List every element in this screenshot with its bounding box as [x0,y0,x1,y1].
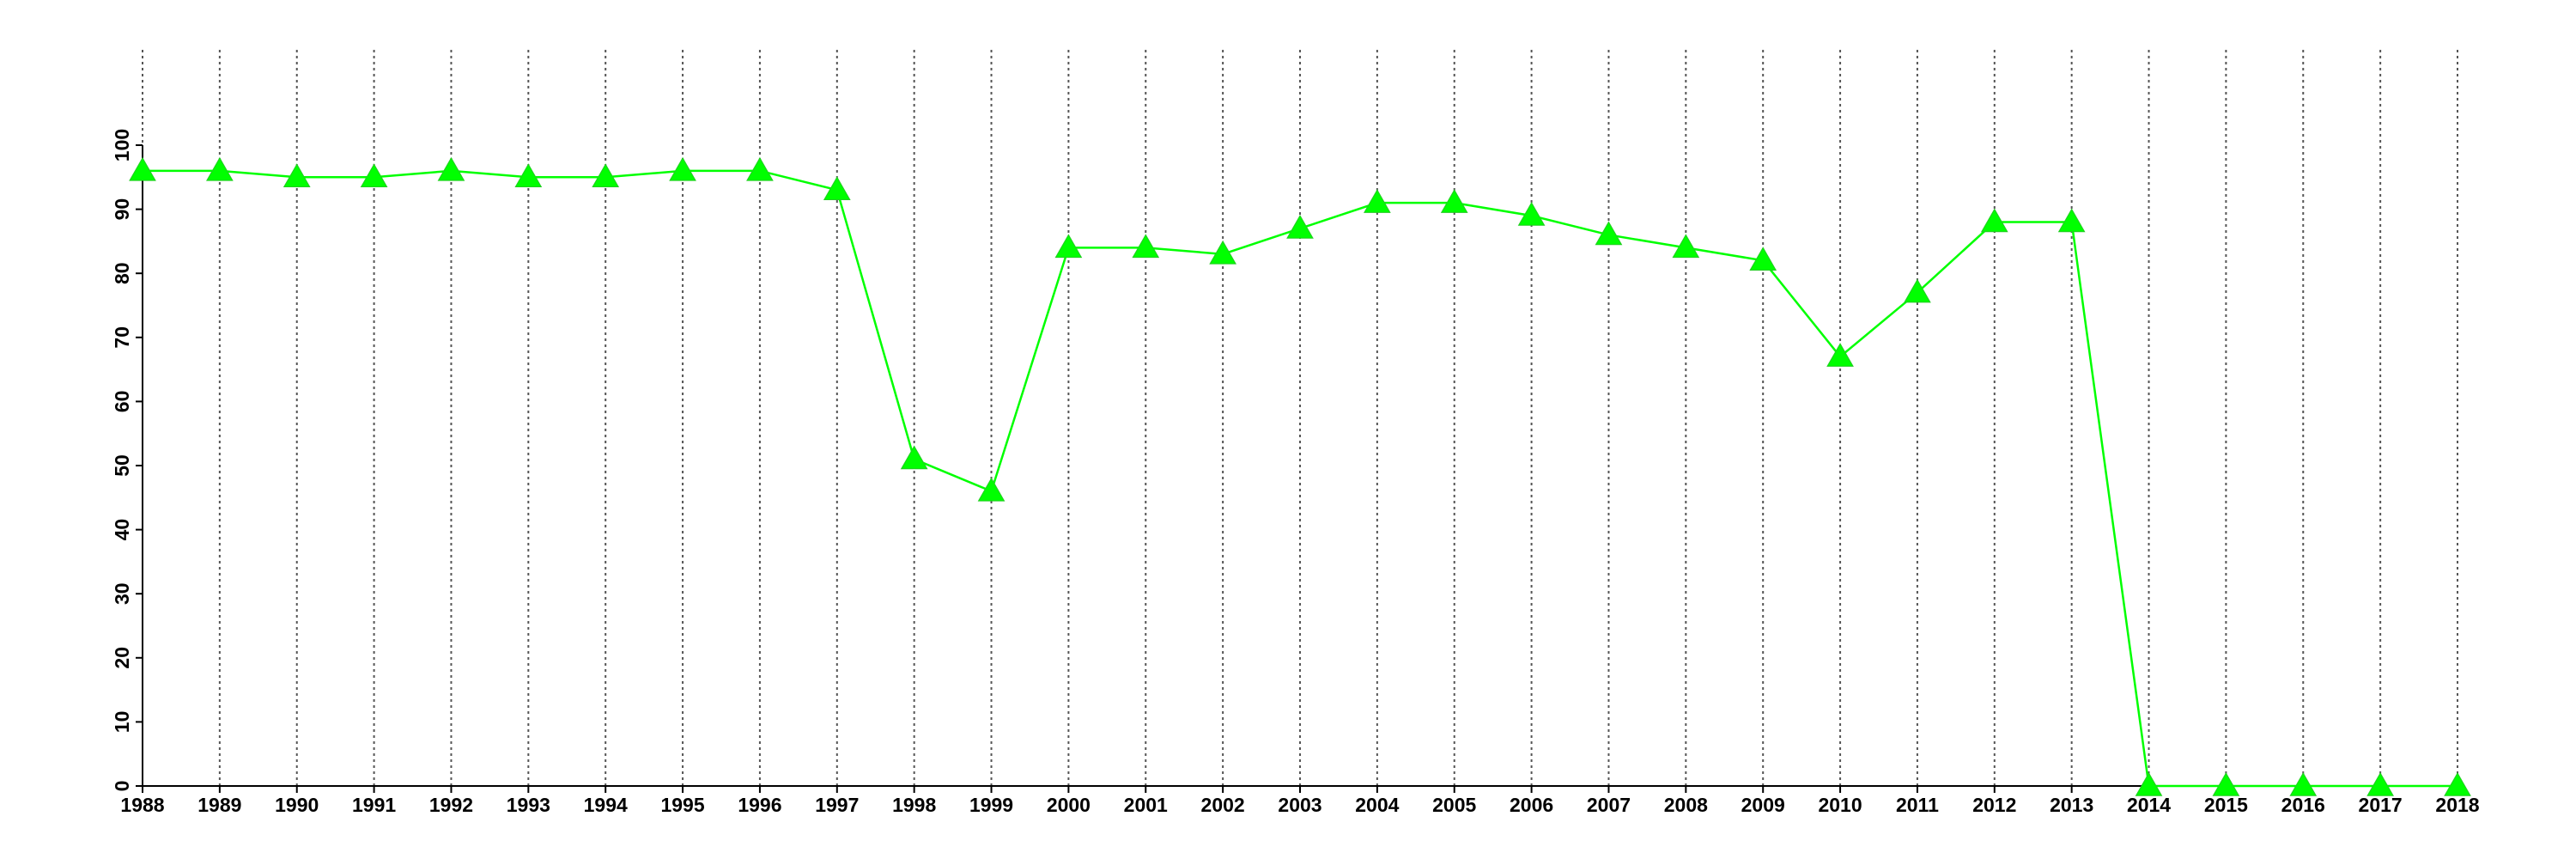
y-tick-label: 0 [111,781,133,792]
x-tick-label: 1993 [507,794,550,816]
x-tick-label: 1989 [197,794,241,816]
x-tick-label: 1991 [352,794,396,816]
marker [206,156,234,181]
y-tick-label: 90 [111,198,133,221]
x-tick-label: 2004 [1355,794,1399,816]
marker [900,445,928,470]
y-tick-label: 80 [111,262,133,284]
marker [1749,247,1777,271]
marker [977,477,1005,502]
x-tick-label: 2008 [1664,794,1708,816]
marker [1440,189,1468,213]
y-tick-label: 60 [111,391,133,413]
x-tick-label: 2009 [1741,794,1785,816]
marker [1672,234,1700,259]
marker [1364,189,1391,213]
marker [360,163,388,188]
y-tick-label: 100 [111,129,133,161]
x-tick-label: 2013 [2050,794,2093,816]
x-tick-label: 1996 [738,794,781,816]
marker [823,176,851,200]
marker [283,163,311,188]
x-tick-label: 2011 [1896,794,1939,816]
marker [1826,343,1854,367]
marker [2444,771,2471,796]
x-tick-label: 2018 [2435,794,2479,816]
x-tick-label: 2005 [1432,794,1476,816]
marker [1904,278,1931,303]
y-tick-label: 30 [111,582,133,605]
marker [1595,221,1623,246]
x-tick-label: 1990 [275,794,319,816]
marker [1132,234,1160,259]
x-tick-label: 2002 [1201,794,1245,816]
y-tick-label: 50 [111,454,133,477]
x-tick-label: 1997 [815,794,859,816]
x-tick-label: 2006 [1510,794,1553,816]
y-tick-label: 70 [111,326,133,349]
x-tick-label: 2001 [1124,794,1168,816]
marker [2212,771,2240,796]
y-tick-label: 10 [111,711,133,734]
x-tick-label: 2012 [1972,794,2016,816]
y-tick-label: 20 [111,647,133,669]
marker [514,163,543,188]
x-tick-label: 2016 [2281,794,2325,816]
x-tick-label: 1992 [429,794,473,816]
marker [592,163,620,188]
x-tick-label: 1988 [120,794,164,816]
x-tick-label: 2000 [1047,794,1091,816]
x-tick-label: 2015 [2204,794,2248,816]
marker [1054,234,1083,259]
marker [129,156,156,181]
x-tick-label: 1999 [969,794,1013,816]
x-tick-label: 2017 [2359,794,2403,816]
marker [1209,240,1236,265]
x-tick-label: 1998 [892,794,936,816]
marker [437,156,465,181]
marker [2366,771,2394,796]
y-tick-label: 40 [111,519,133,541]
x-tick-label: 1995 [660,794,704,816]
x-tick-label: 2007 [1587,794,1631,816]
marker [1517,202,1546,226]
marker [2057,208,2086,233]
marker [1286,214,1314,239]
marker [746,156,774,181]
marker [2289,771,2318,796]
marker [2135,771,2163,796]
x-tick-label: 2010 [1818,794,1862,816]
marker [669,156,696,181]
x-tick-label: 2003 [1278,794,1321,816]
marker [1980,208,2008,233]
x-tick-label: 1994 [584,794,628,816]
x-tick-label: 2014 [2127,794,2171,816]
